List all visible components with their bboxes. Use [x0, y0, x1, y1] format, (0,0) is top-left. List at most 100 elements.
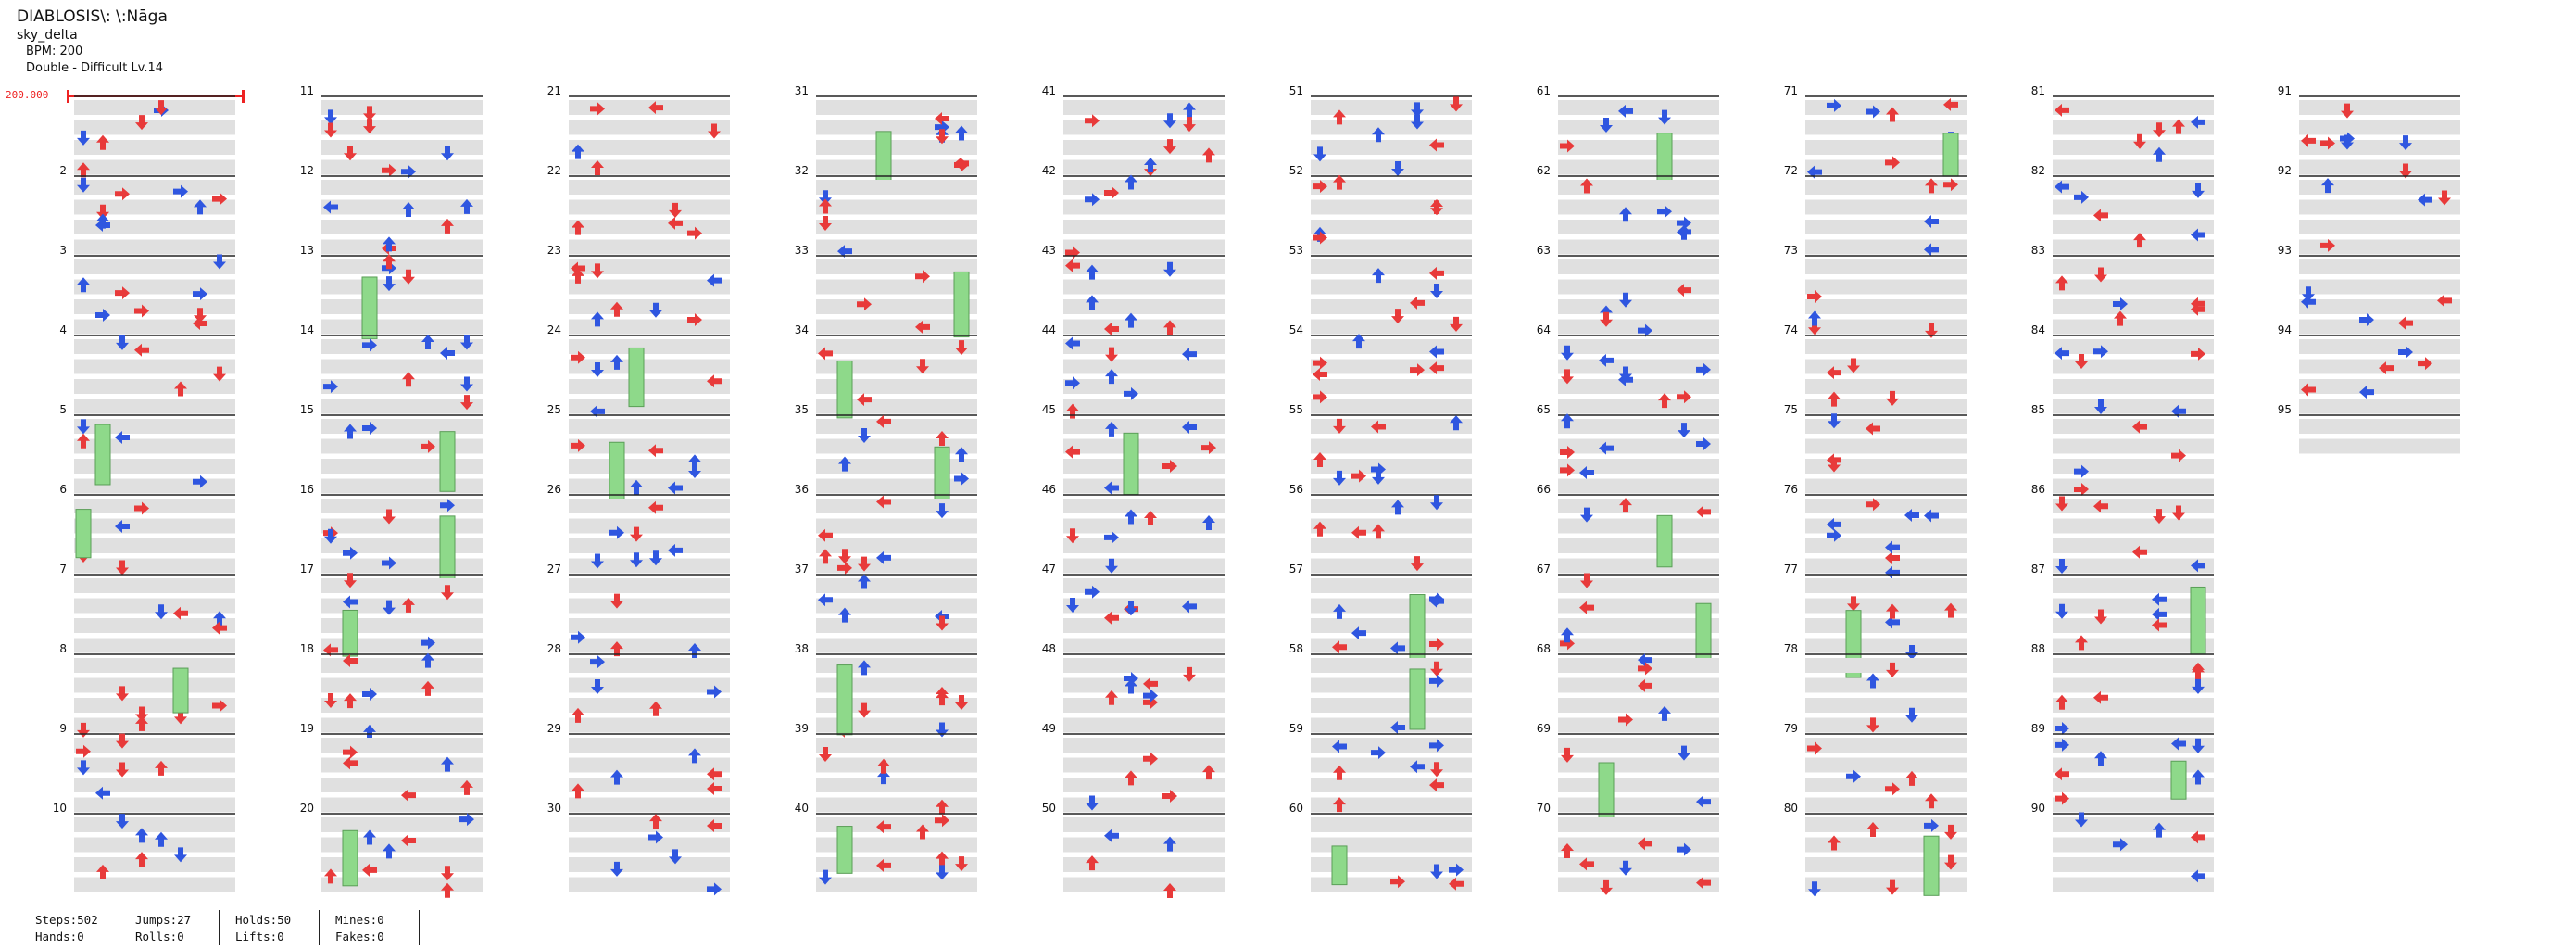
beat-stripe: [1558, 538, 1719, 553]
measure-number: 34: [795, 323, 809, 336]
blue-arrow-note: [383, 276, 396, 292]
blue-arrow-note: [1449, 863, 1464, 877]
red-arrow-note: [1391, 309, 1404, 324]
beat-stripe: [816, 459, 977, 474]
blue-arrow-note: [1410, 760, 1425, 774]
beat-stripe: [1311, 717, 1472, 733]
red-arrow-note: [77, 162, 90, 178]
red-arrow-note: [2341, 103, 2354, 119]
red-arrow-note: [2152, 618, 2167, 632]
beat-stripe: [2053, 239, 2214, 255]
red-arrow-note: [324, 692, 337, 708]
blue-arrow-note: [2171, 737, 2186, 751]
red-arrow-note: [1104, 322, 1119, 335]
red-arrow-note: [2153, 509, 2166, 525]
red-arrow-note: [1429, 361, 1444, 375]
measure-number: 22: [547, 164, 561, 177]
blue-arrow-note: [2321, 178, 2334, 194]
beat-stripe: [569, 399, 730, 414]
blue-arrow-note: [1351, 626, 1366, 640]
red-arrow-note: [1429, 266, 1444, 280]
red-arrow-note: [1580, 178, 1593, 194]
measure-number: 92: [2278, 164, 2292, 177]
hold-note: [361, 276, 378, 340]
measure-number: 7: [59, 563, 67, 576]
beat-stripe: [321, 797, 483, 813]
red-arrow-note: [344, 693, 357, 709]
beat-stripe: [1805, 319, 1967, 335]
red-arrow-note: [1866, 717, 1879, 733]
beat-stripe: [1311, 220, 1472, 234]
beat-stripe: [569, 857, 730, 872]
beat-stripe: [1311, 279, 1472, 295]
beat-stripe: [74, 399, 235, 414]
measure-number: 36: [795, 483, 809, 496]
mines-count: Mines:0: [335, 913, 384, 927]
beat-stripe: [321, 717, 483, 733]
measure-number: 19: [300, 722, 314, 735]
blue-arrow-note: [362, 421, 377, 435]
beat-stripe: [2053, 518, 2214, 534]
red-arrow-note: [1827, 453, 1841, 467]
red-arrow-note: [193, 316, 207, 330]
beat-stripe: [2053, 459, 2214, 474]
beat-stripe: [816, 359, 977, 374]
red-arrow-note: [135, 115, 148, 131]
red-arrow-note: [116, 733, 129, 749]
red-arrow-note: [2094, 609, 2107, 625]
blue-arrow-note: [668, 481, 683, 495]
beat-stripe: [1558, 359, 1719, 374]
beat-stripe: [1805, 877, 1967, 892]
red-arrow-note: [1202, 765, 1215, 780]
beat-stripe: [2299, 239, 2460, 255]
measure-number: 44: [1042, 323, 1056, 336]
beat-stripe: [321, 658, 483, 673]
hold-note: [1942, 133, 1959, 177]
stat-divider: [219, 910, 220, 945]
measure-number: 87: [2031, 563, 2045, 576]
rolls-count: Rolls:0: [135, 930, 184, 943]
blue-arrow-note: [2192, 738, 2205, 753]
red-arrow-note: [2055, 791, 2069, 805]
blue-arrow-note: [1618, 104, 1633, 118]
blue-arrow-note: [1866, 105, 1880, 119]
red-arrow-note: [1943, 97, 1958, 111]
beat-stripe: [816, 717, 977, 733]
red-arrow-note: [707, 782, 722, 796]
beat-stripe: [569, 199, 730, 215]
red-arrow-note: [2093, 500, 2108, 513]
beat-stripe: [1805, 180, 1967, 195]
blue-arrow-note: [1924, 509, 1939, 523]
blue-arrow-note: [363, 829, 376, 845]
red-arrow-note: [1579, 601, 1594, 614]
blue-arrow-note: [591, 679, 604, 695]
red-arrow-note: [174, 381, 187, 397]
beat-stripe: [569, 877, 730, 892]
red-arrow-note: [1944, 602, 1957, 618]
beat-stripe: [1558, 738, 1719, 753]
blue-arrow-note: [1085, 193, 1100, 207]
beat-stripe: [2299, 319, 2460, 335]
red-arrow-note: [572, 268, 584, 284]
red-arrow-note: [955, 694, 968, 710]
blue-arrow-note: [77, 277, 90, 293]
blue-arrow-note: [707, 273, 722, 287]
hold-note: [1695, 602, 1712, 667]
red-arrow-note: [2399, 163, 2412, 179]
beat-stripe: [2053, 738, 2214, 753]
red-arrow-note: [134, 501, 149, 515]
red-arrow-note: [935, 112, 949, 126]
blue-arrow-note: [1924, 818, 1939, 832]
blue-arrow-note: [877, 769, 890, 785]
red-arrow-note: [421, 680, 434, 696]
red-arrow-note: [2320, 238, 2335, 252]
red-arrow-note: [1183, 117, 1196, 133]
blue-arrow-note: [2055, 347, 2069, 361]
red-arrow-note: [1333, 109, 1346, 125]
beat-stripe: [1063, 618, 1225, 633]
red-arrow-note: [2153, 122, 2166, 138]
beat-stripe: [1805, 698, 1967, 713]
beat-stripe: [569, 259, 730, 274]
blue-arrow-note: [440, 347, 455, 361]
measure-number: 42: [1042, 164, 1056, 177]
